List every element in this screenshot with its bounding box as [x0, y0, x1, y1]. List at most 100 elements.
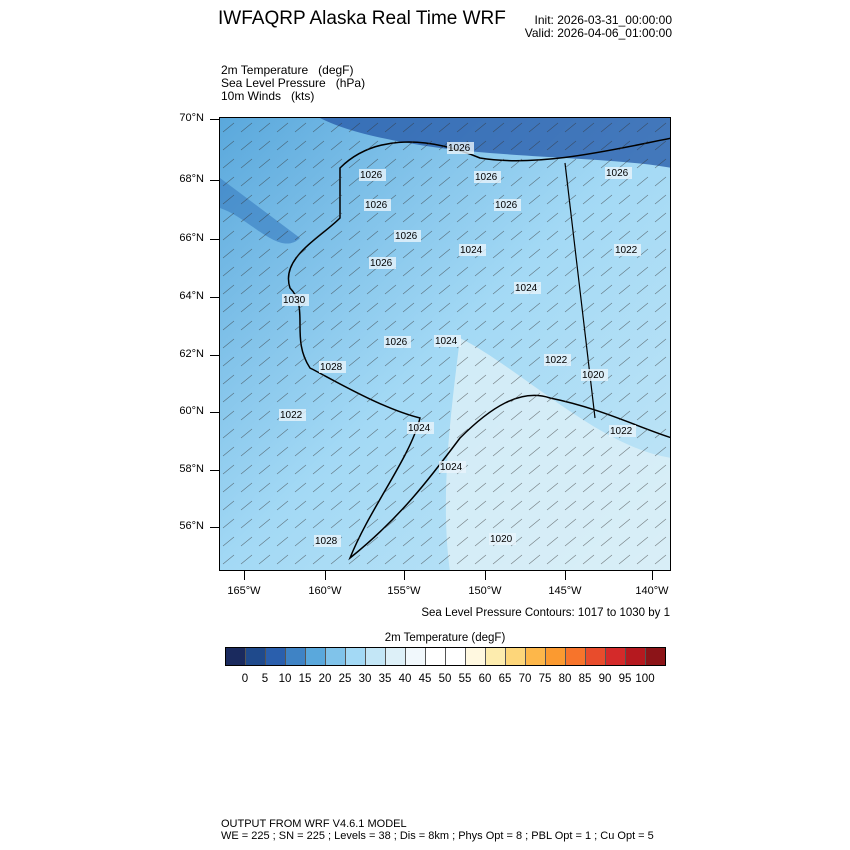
lat-tick: [210, 470, 219, 471]
colorbar-label: 60: [478, 673, 492, 685]
colorbar-swatch: [586, 648, 606, 665]
colorbar-label: 35: [378, 673, 392, 685]
pressure-label: 1024: [460, 245, 483, 256]
lat-label: 58°N: [179, 463, 204, 475]
lon-tick: [652, 571, 653, 580]
pressure-label: 1020: [582, 370, 605, 381]
lat-tick: [210, 527, 219, 528]
colorbar-swatch: [326, 648, 346, 665]
footer: OUTPUT FROM WRF V4.6.1 MODEL WE = 225 ; S…: [221, 818, 654, 842]
colorbar-swatch: [486, 648, 506, 665]
lat-tick: [210, 297, 219, 298]
colorbar-label: 95: [618, 673, 632, 685]
colorbar-swatch: [286, 648, 306, 665]
colorbar-label: 20: [318, 673, 332, 685]
lon-tick: [404, 571, 405, 580]
pressure-label-box: [605, 167, 632, 179]
pressure-label: 1028: [320, 362, 343, 373]
colorbar-swatch: [626, 648, 646, 665]
lat-label: 66°N: [179, 232, 204, 244]
colorbar-swatch: [646, 648, 665, 665]
pressure-label-box: [439, 461, 466, 473]
valid-time: Valid: 2026-04-06_01:00:00: [524, 26, 672, 40]
pressure-label: 1026: [475, 172, 498, 183]
pressure-label: 1022: [545, 355, 568, 366]
colorbar: [225, 647, 666, 666]
pressure-label: 1026: [370, 258, 393, 269]
colorbar-swatch: [506, 648, 526, 665]
lon-tick: [325, 571, 326, 580]
colorbar-swatch: [446, 648, 466, 665]
colorbar-label: 30: [358, 673, 372, 685]
pressure-label-box: [614, 244, 641, 256]
lat-label: 56°N: [179, 520, 204, 532]
colorbar-label: 50: [438, 673, 452, 685]
pressure-label: 1026: [385, 337, 408, 348]
field-list: 2m Temperature (degF) Sea Level Pressure …: [221, 64, 365, 103]
pressure-label-box: [282, 294, 309, 306]
pressure-label-box: [514, 282, 541, 294]
colorbar-swatch: [546, 648, 566, 665]
lat-tick: [210, 119, 219, 120]
field-temp: 2m Temperature (degF): [221, 63, 354, 77]
pressure-label-box: [319, 361, 346, 373]
pressure-label: 1030: [283, 295, 306, 306]
time-info: Init: 2026-03-31_00:00:00 Valid: 2026-04-…: [525, 14, 672, 40]
lat-label: 68°N: [179, 173, 204, 185]
lat-label: 62°N: [179, 348, 204, 360]
colorbar-label: 100: [635, 673, 655, 685]
pressure-label: 1024: [515, 283, 538, 294]
lat-label: 70°N: [179, 112, 204, 124]
lat-label: 60°N: [179, 405, 204, 417]
lon-tick: [565, 571, 566, 580]
pressure-label-box: [369, 257, 396, 269]
pressure-label: 1024: [440, 462, 463, 473]
colorbar-label: 45: [418, 673, 432, 685]
pressure-label: 1022: [280, 410, 303, 421]
footer-line2: WE = 225 ; SN = 225 ; Levels = 38 ; Dis …: [221, 830, 654, 842]
pressure-label: 1026: [360, 170, 383, 181]
pressure-label-box: [459, 244, 486, 256]
colorbar-swatch: [406, 648, 426, 665]
colorbar-label: 75: [538, 673, 552, 685]
pressure-label-box: [544, 354, 571, 366]
lat-tick: [210, 239, 219, 240]
colorbar-swatch: [346, 648, 366, 665]
colorbar-swatch: [226, 648, 246, 665]
colorbar-swatch: [366, 648, 386, 665]
pressure-label-box: [359, 169, 386, 181]
pressure-label-box: [434, 335, 461, 347]
lon-label: 145°W: [548, 585, 582, 597]
colorbar-swatch: [526, 648, 546, 665]
pressure-label-box: [581, 369, 608, 381]
colorbar-label: 0: [241, 673, 249, 685]
colorbar-label: 85: [578, 673, 592, 685]
colorbar-swatch: [606, 648, 626, 665]
pressure-label: 1026: [495, 200, 518, 211]
colorbar-swatch: [386, 648, 406, 665]
colorbar-swatch: [426, 648, 446, 665]
field-wind: 10m Winds (kts): [221, 89, 315, 103]
pressure-labels: 1026 1026 1026 1026 1026 1024 1026 1026 1022 1024…: [279, 142, 641, 547]
pressure-label-box: [489, 533, 516, 545]
lon-tick: [244, 571, 245, 580]
pressure-label: 1026: [365, 200, 388, 211]
pressure-label: 1026: [395, 231, 418, 242]
lat-label: 64°N: [179, 290, 204, 302]
pressure-label: 1028: [315, 536, 338, 547]
colorbar-label: 55: [458, 673, 472, 685]
colorbar-label: 90: [598, 673, 612, 685]
colorbar-label: 70: [518, 673, 532, 685]
pressure-label: 1020: [490, 534, 513, 545]
init-time: Init: 2026-03-31_00:00:00: [534, 13, 672, 27]
colorbar-swatch: [306, 648, 326, 665]
pressure-label: 1024: [435, 336, 458, 347]
pressure-label-box: [494, 199, 521, 211]
pressure-label-box: [447, 142, 474, 154]
pressure-label: 1022: [615, 245, 638, 256]
map-panel: 1026 1026 1026 1026 1026 1024 1026 1026 1022 1024…: [219, 117, 671, 571]
pressure-label-box: [279, 409, 306, 421]
pressure-label-box: [394, 230, 421, 242]
colorbar-swatch: [566, 648, 586, 665]
pressure-label: 1024: [408, 423, 431, 434]
